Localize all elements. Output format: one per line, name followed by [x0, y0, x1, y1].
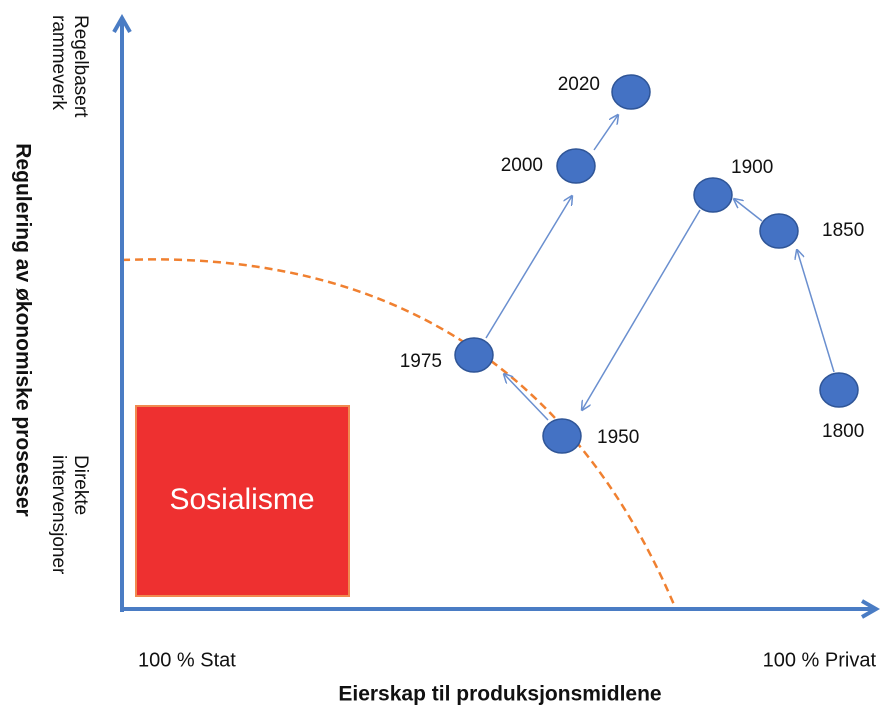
x-right-label: 100 % Privat	[763, 649, 877, 671]
region-label: Sosialisme	[169, 483, 314, 516]
arrow	[504, 374, 549, 421]
year-node	[556, 148, 596, 184]
x-left-label: 100 % Stat	[138, 649, 236, 671]
arrow	[593, 115, 618, 151]
arrow	[485, 196, 572, 339]
arrow	[734, 199, 763, 222]
year-label: 1800	[822, 421, 864, 442]
y-top-label: Regelbasert	[70, 15, 91, 118]
x-axis-title: Eierskap til produksjonsmidlene	[338, 683, 661, 706]
path-arrows	[485, 115, 835, 421]
y-axis-title: Regulering av økonomiske prosesser	[11, 143, 34, 516]
arrow	[582, 209, 701, 410]
socialism-region	[135, 405, 350, 597]
year-node	[819, 372, 859, 408]
year-label: 1850	[822, 220, 864, 241]
year-node	[542, 418, 582, 454]
year-label: 2000	[501, 155, 543, 176]
year-label: 1975	[400, 351, 442, 372]
arrow	[797, 250, 835, 373]
year-label: 1950	[597, 427, 639, 448]
year-node	[693, 177, 733, 213]
y-bottom-label: Direkte	[70, 455, 91, 515]
frontier-curve	[121, 258, 677, 608]
year-node	[611, 74, 651, 110]
y-bottom-label: intervensjoner	[48, 455, 69, 575]
year-label: 1900	[731, 157, 773, 178]
year-label: 2020	[558, 74, 600, 95]
y-top-label: rammeverk	[48, 15, 69, 111]
year-node	[759, 213, 799, 249]
year-node	[454, 337, 494, 373]
